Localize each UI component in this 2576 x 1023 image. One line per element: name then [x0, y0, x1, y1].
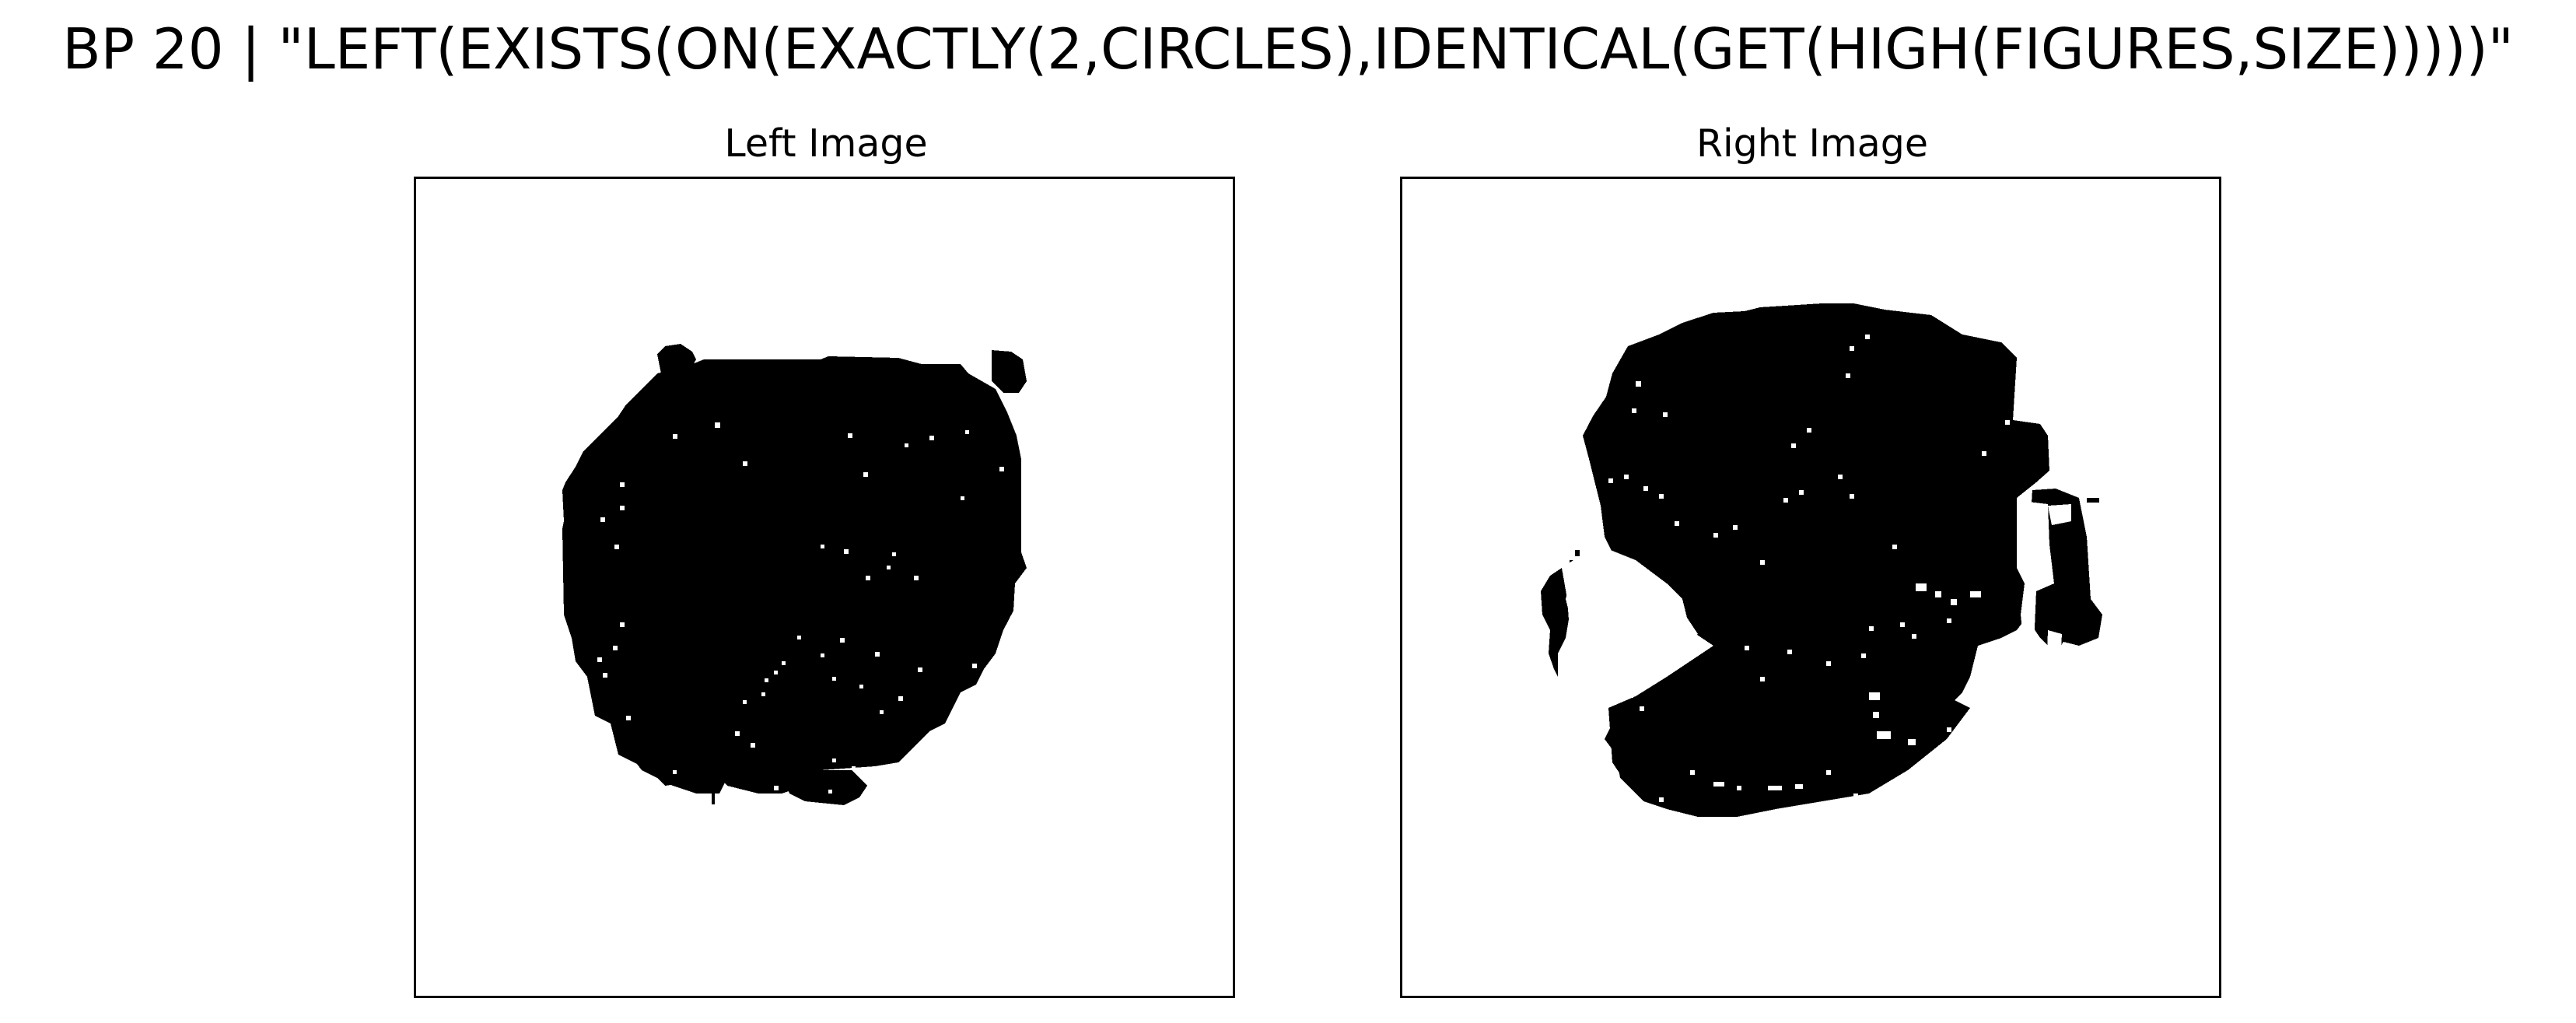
left-panel-title: Left Image [724, 121, 928, 166]
left-blob [562, 344, 1027, 805]
right-image-frame [1400, 177, 2221, 998]
right-panel-title: Right Image [1696, 121, 1929, 166]
right-blob-speckles [1562, 335, 2071, 802]
right-blob-figure [1541, 303, 2102, 817]
left-image-frame [414, 177, 1235, 998]
left-blob-figure [562, 344, 1046, 805]
left-blob-speckles [597, 422, 1046, 794]
figure-title: BP 20 | "LEFT(EXISTS(ON(EXACTLY(2,CIRCLE… [62, 16, 2514, 82]
